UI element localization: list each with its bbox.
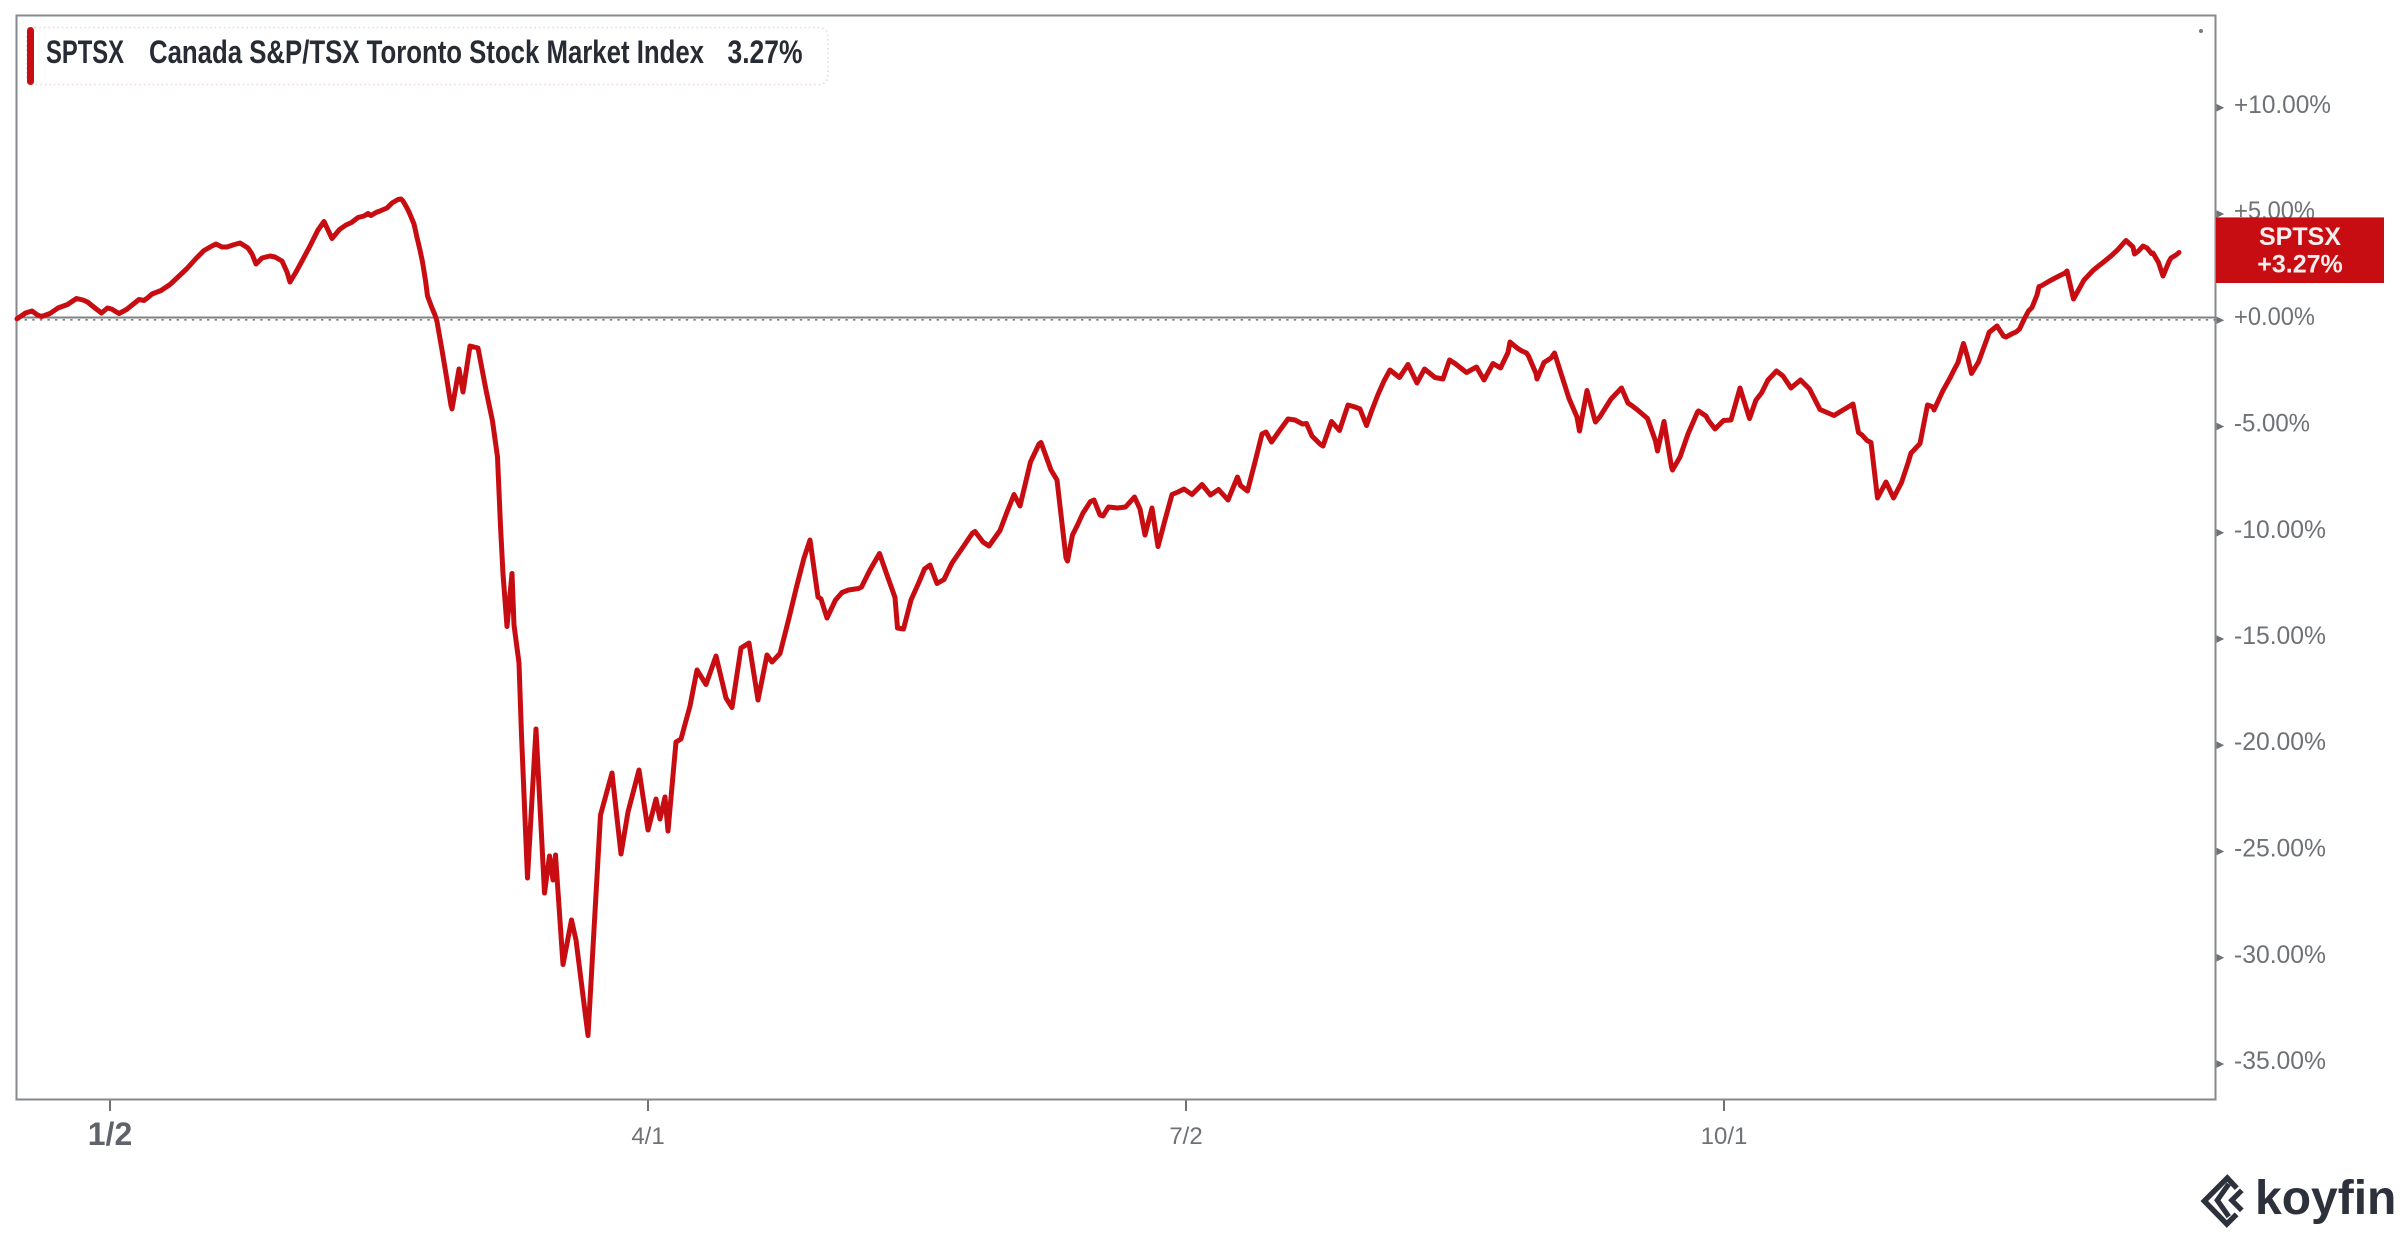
svg-text:+10.00%: +10.00% (2234, 91, 2331, 119)
svg-text:Canada S&P/TSX Toronto Stock M: Canada S&P/TSX Toronto Stock Market Inde… (149, 34, 704, 70)
svg-text:-15.00%: -15.00% (2234, 622, 2326, 650)
svg-text:SPTSX: SPTSX (46, 34, 124, 70)
svg-text:-5.00%: -5.00% (2234, 410, 2310, 438)
svg-text:10/1: 10/1 (1701, 1123, 1748, 1150)
svg-text:-25.00%: -25.00% (2234, 835, 2326, 863)
svg-text:-35.00%: -35.00% (2234, 1047, 2326, 1075)
svg-text:koyfin: koyfin (2255, 1172, 2396, 1225)
svg-text:SPTSX: SPTSX (2259, 223, 2341, 251)
svg-text:3.27%: 3.27% (728, 34, 803, 70)
svg-text:7/2: 7/2 (1169, 1123, 1202, 1150)
svg-text:+3.27%: +3.27% (2257, 251, 2343, 279)
svg-text:4/1: 4/1 (631, 1123, 664, 1150)
svg-text:-30.00%: -30.00% (2234, 941, 2326, 969)
svg-text:-10.00%: -10.00% (2234, 516, 2326, 544)
svg-text:+0.00%: +0.00% (2234, 303, 2315, 331)
svg-text:1/2: 1/2 (88, 1116, 132, 1152)
svg-text:-20.00%: -20.00% (2234, 728, 2326, 756)
